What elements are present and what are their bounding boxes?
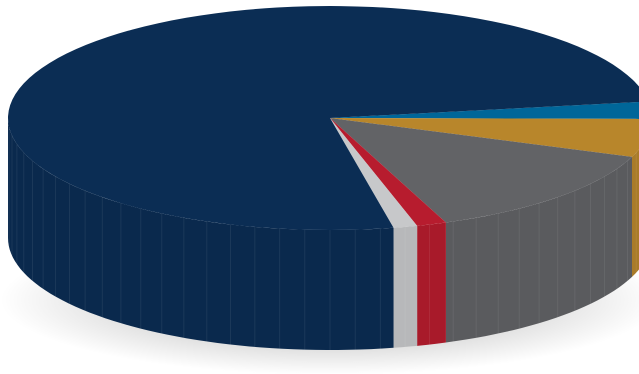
pie-slice-side-1 — [632, 149, 639, 277]
pie-slice-1 — [330, 118, 639, 157]
pie-slice-4 — [330, 118, 418, 228]
pie-slice-0 — [330, 101, 639, 119]
pie-slice-3 — [330, 118, 446, 226]
pie-sides — [8, 118, 639, 350]
pie-slice-side-2 — [445, 156, 632, 343]
pie-slice-side-5 — [8, 118, 394, 350]
pie-slice-side-3 — [417, 222, 446, 346]
pie-slice-side-4 — [393, 225, 418, 348]
pie-slice-2 — [330, 118, 632, 223]
pie-slice-5 — [8, 6, 639, 230]
pie-tops — [8, 6, 639, 230]
